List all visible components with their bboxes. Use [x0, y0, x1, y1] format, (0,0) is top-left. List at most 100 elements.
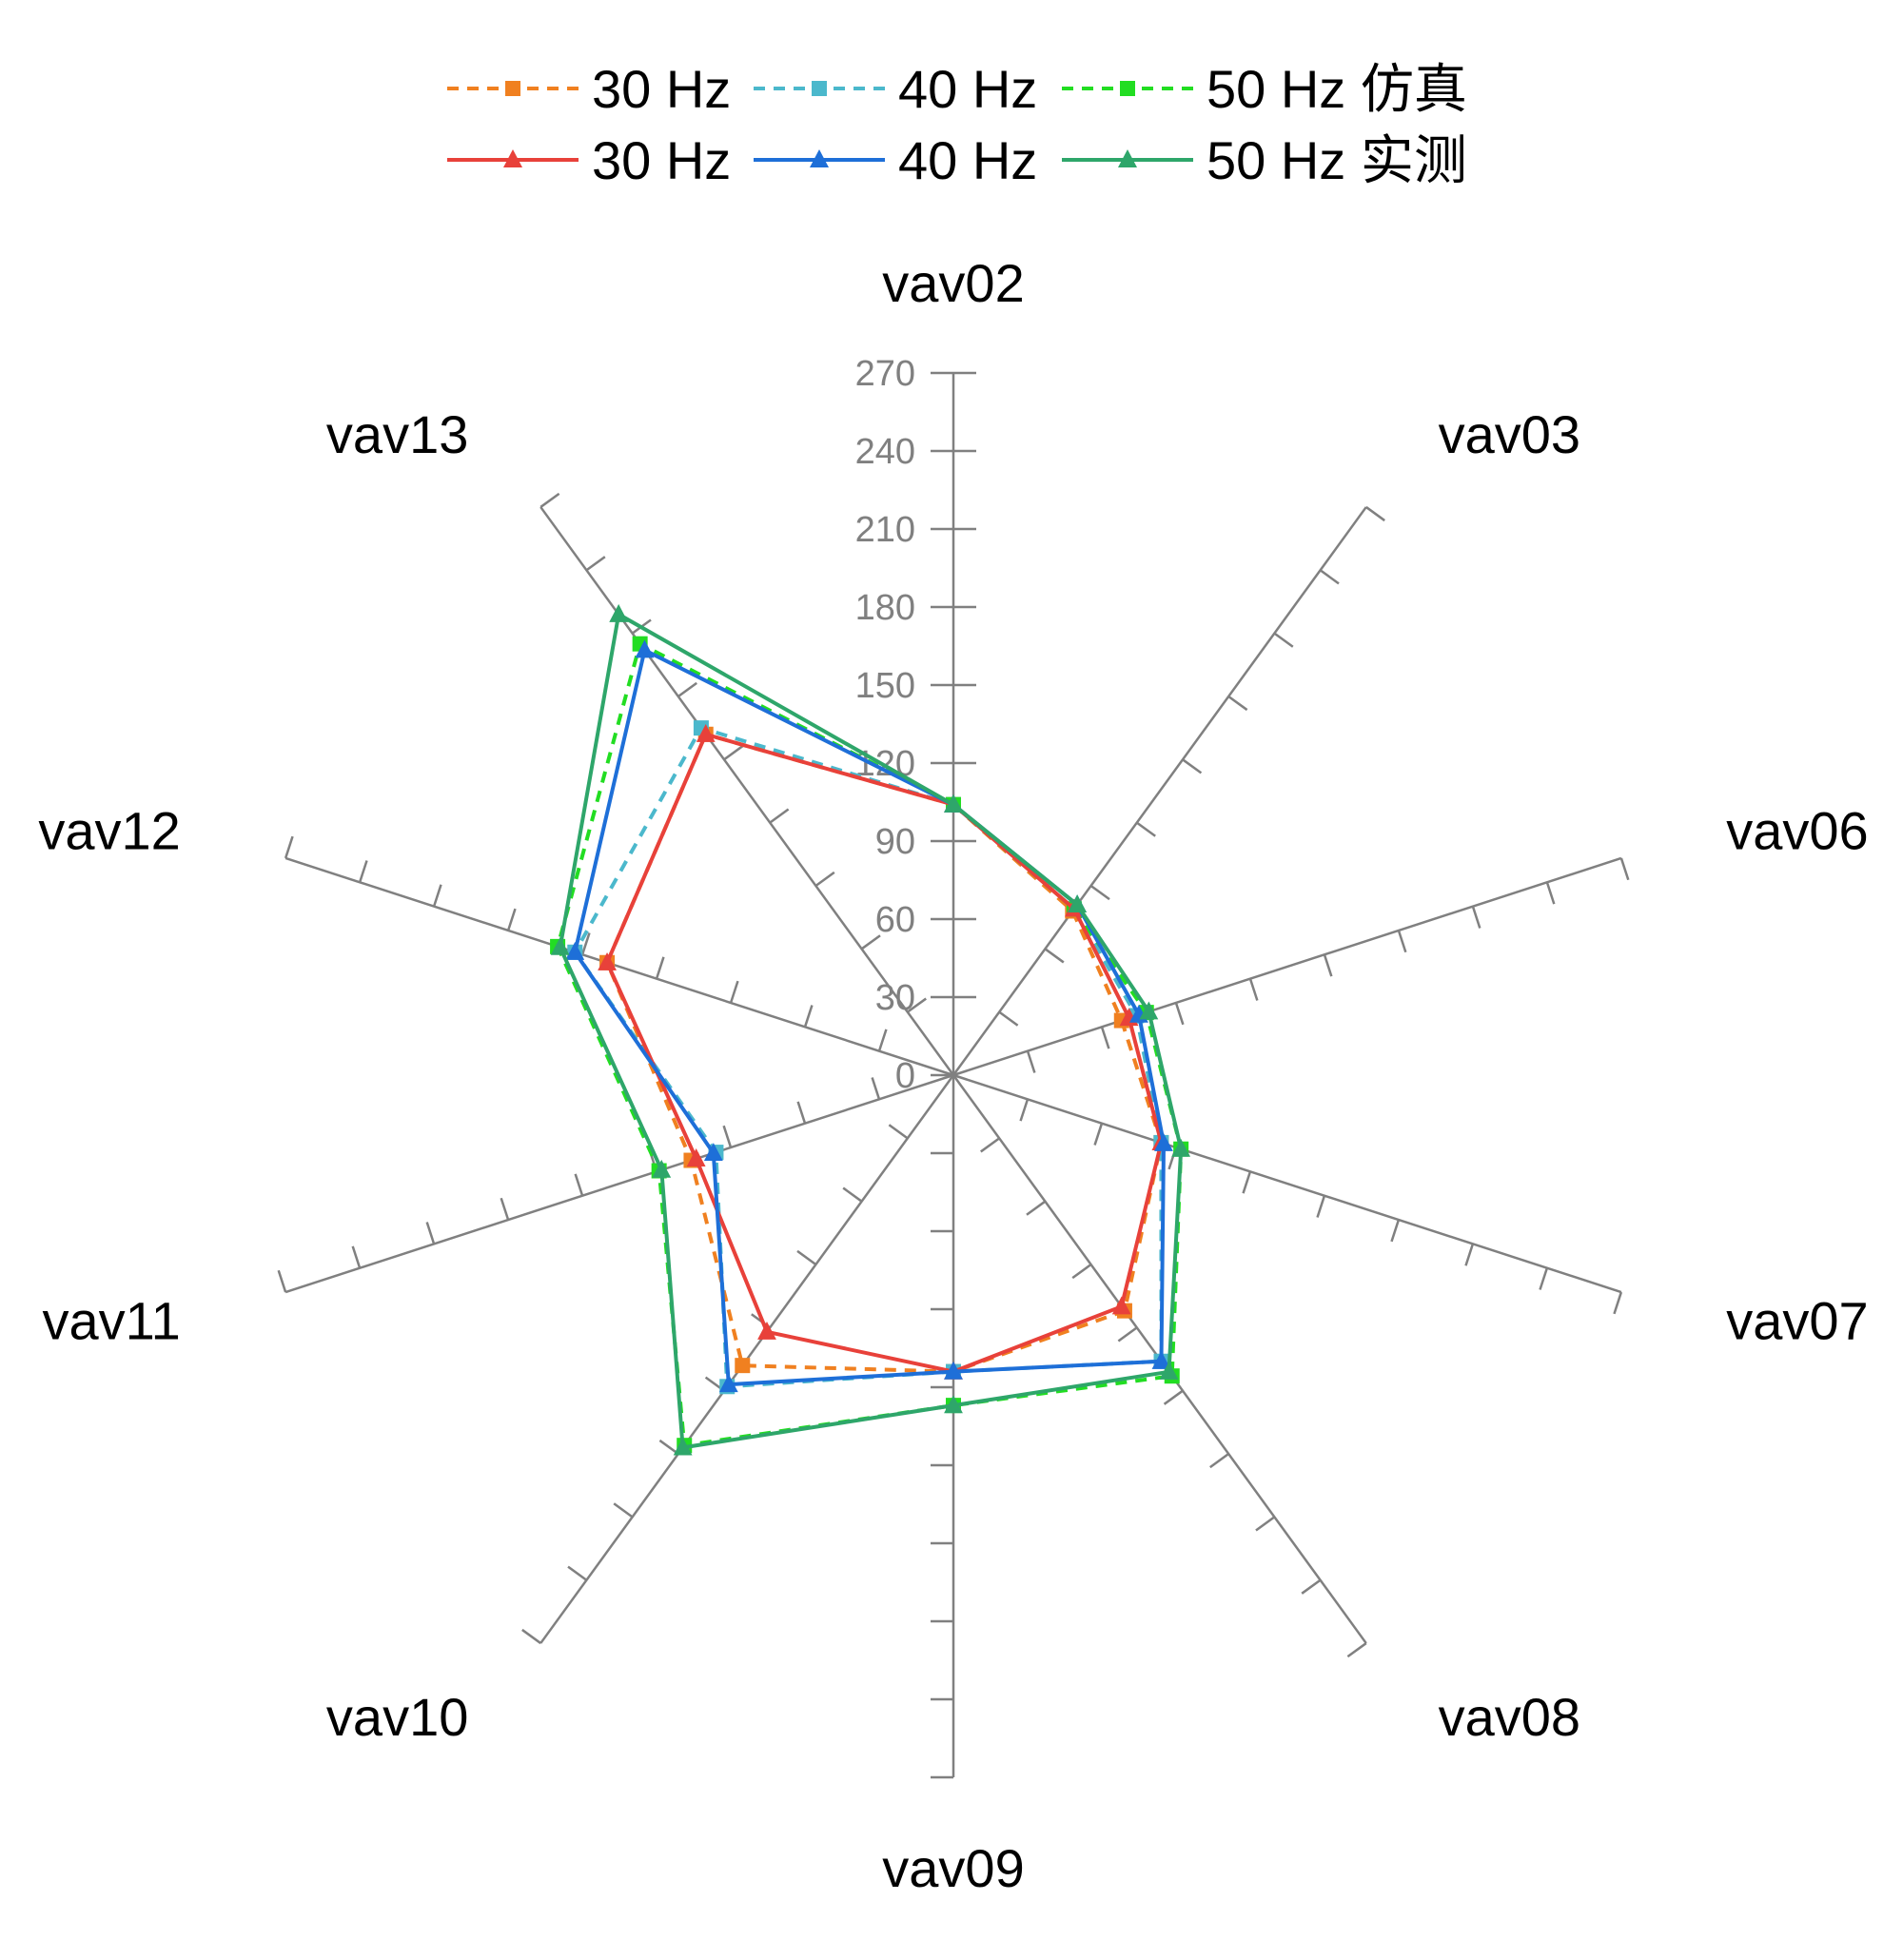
axis-tick — [1539, 1267, 1549, 1290]
tick-label: 270 — [855, 354, 915, 394]
axis-tick — [1255, 1516, 1276, 1532]
tick-label: 90 — [875, 822, 915, 862]
axis-tick — [1163, 1389, 1184, 1405]
series-2 — [567, 720, 1169, 1395]
category-label-vav12: vav12 — [38, 801, 180, 861]
axis-tick — [796, 1249, 817, 1266]
axis-tick — [351, 1245, 362, 1269]
data-point — [944, 1395, 963, 1414]
data-point — [1151, 1350, 1171, 1369]
series-line — [555, 640, 1184, 1448]
axis-tick — [1365, 505, 1385, 522]
data-point — [1159, 1361, 1179, 1380]
data-point — [550, 936, 570, 955]
axis-tick — [1174, 1002, 1185, 1026]
category-label-vav06: vav06 — [1726, 801, 1868, 861]
axis-tick — [1397, 930, 1407, 953]
axis-tick — [358, 860, 368, 883]
data-point — [944, 794, 963, 813]
data-point — [686, 1148, 706, 1166]
legend-marker — [1118, 149, 1137, 167]
axis-tick — [580, 932, 591, 955]
axis-tick — [980, 1137, 1000, 1153]
data-point — [718, 1374, 738, 1393]
axis-tick — [1117, 1326, 1138, 1343]
data-point — [1171, 1138, 1191, 1157]
legend-label: 50 Hz 仿真 — [1207, 59, 1467, 119]
category-label-vav08: vav08 — [1439, 1687, 1580, 1747]
axis-tick — [1464, 1243, 1475, 1266]
axis-tick — [1323, 953, 1333, 977]
legend-entry-1: 30 Hz — [447, 59, 731, 119]
series-6 — [550, 603, 1191, 1456]
category-label-vav11: vav11 — [42, 1290, 180, 1350]
category-label-vav03: vav03 — [1439, 404, 1580, 464]
category-label-vav10: vav10 — [326, 1687, 468, 1747]
data-point — [609, 603, 629, 622]
axis-tick — [500, 1197, 510, 1221]
axis-tick — [1319, 569, 1340, 585]
axis-tick — [1316, 1195, 1326, 1218]
legend-label: 30 Hz — [592, 130, 731, 190]
axis-tick — [574, 1173, 584, 1197]
axis-tick — [1093, 1123, 1104, 1146]
legend-entry-5: 40 Hz — [754, 130, 1037, 190]
axis-tick — [1071, 1264, 1092, 1280]
axis-tick — [888, 1124, 909, 1140]
data-point — [598, 951, 617, 970]
axis-tick — [877, 1029, 888, 1052]
legend-label: 40 Hz — [898, 130, 1037, 190]
legend-marker — [812, 81, 827, 96]
data-point — [703, 1143, 723, 1162]
axis-tick — [1346, 1642, 1367, 1658]
axis-tick — [729, 980, 739, 1004]
axis-tick — [1248, 978, 1259, 1001]
axis-tick — [540, 492, 560, 508]
axis-tick — [1182, 758, 1203, 774]
axis-tick — [1273, 632, 1294, 648]
axis-tick — [1089, 884, 1110, 901]
axis-tick — [677, 681, 697, 697]
data-point — [1111, 1296, 1131, 1315]
legend-entry-2: 40 Hz — [754, 59, 1037, 119]
tick-label: 180 — [855, 588, 915, 628]
data-point — [696, 723, 716, 742]
legend-marker — [1120, 81, 1135, 96]
legend-label: 30 Hz — [592, 59, 731, 119]
tick-label: 150 — [855, 666, 915, 706]
legend-label: 40 Hz — [898, 59, 1037, 119]
axis-tick — [425, 1222, 436, 1245]
axis-tick — [907, 997, 927, 1013]
axis-tick — [284, 835, 294, 859]
series-line — [572, 725, 1164, 1389]
axis-tick — [722, 1125, 733, 1148]
axis-vav13 — [540, 506, 955, 1076]
legend-entry-6: 50 Hz 实测 — [1062, 130, 1467, 190]
category-label-vav13: vav13 — [326, 404, 468, 464]
axis-tick — [1100, 1026, 1110, 1049]
data-point — [565, 941, 585, 960]
data-point — [652, 1159, 672, 1178]
legend-marker — [810, 149, 829, 167]
tick-label: 240 — [855, 432, 915, 472]
axis-vav12 — [284, 856, 954, 1077]
axis-tick — [567, 1565, 588, 1581]
axis-tick — [1613, 1291, 1623, 1315]
axis-tick — [814, 871, 835, 887]
axis-tick — [1209, 1453, 1229, 1469]
data-point — [944, 1361, 963, 1380]
axis-tick — [585, 556, 606, 572]
axis-tick — [723, 745, 744, 761]
data-point — [635, 639, 655, 658]
axis-tick — [277, 1269, 287, 1293]
axis-vav07 — [952, 1073, 1622, 1294]
axis-tick — [769, 808, 790, 824]
axis-tick — [871, 1077, 881, 1100]
axis-tick — [432, 884, 442, 908]
data-point — [1154, 1132, 1173, 1151]
legend-marker — [505, 81, 520, 96]
axis-tick — [1019, 1098, 1030, 1122]
axis-vav03 — [952, 506, 1367, 1076]
